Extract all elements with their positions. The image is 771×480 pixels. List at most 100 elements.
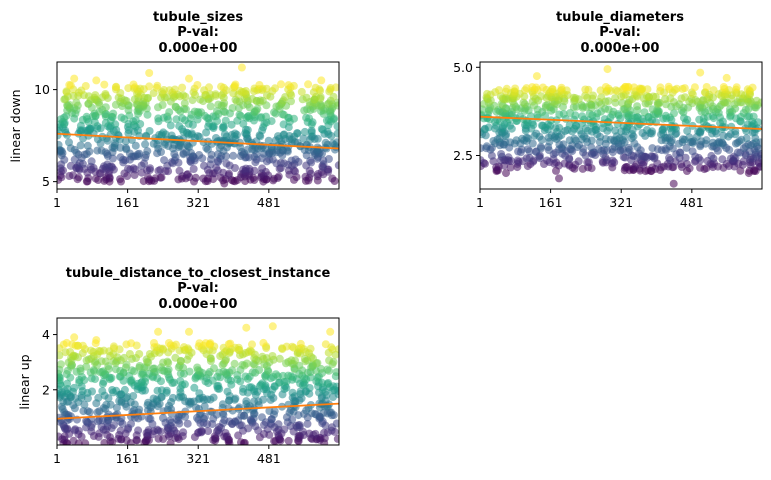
scatter-point: [180, 99, 189, 108]
scatter-point: [69, 171, 77, 180]
scatter-point: [528, 83, 537, 92]
scatter-point: [681, 153, 690, 162]
scatter-point: [213, 107, 221, 116]
scatter-point: [333, 129, 339, 138]
scatter-point: [121, 137, 130, 146]
scatter-point: [87, 157, 96, 166]
scatter-point: [284, 436, 293, 445]
scatter-point: [62, 338, 71, 347]
scatter-point: [317, 125, 326, 133]
scatter-point: [111, 365, 120, 374]
scatter-point: [280, 130, 289, 139]
scatter-point: [163, 357, 172, 366]
scatter-point: [559, 109, 568, 118]
scatter-point: [664, 82, 673, 91]
scatter-point: [581, 85, 590, 94]
scatter-point: [739, 157, 748, 166]
scatter-point: [165, 339, 173, 347]
scatter-point: [117, 113, 126, 122]
scatter-point: [502, 84, 511, 93]
scatter-point: [504, 153, 513, 162]
scatter-point: [205, 83, 213, 92]
scatter-point: [122, 360, 131, 369]
scatter-point: [241, 87, 250, 95]
x-tick-label: 481: [257, 195, 281, 210]
scatter-point: [129, 392, 138, 400]
scatter-point: [85, 124, 94, 133]
scatter-point: [209, 393, 218, 402]
scatter-point: [280, 425, 289, 434]
scatter-point: [248, 368, 257, 377]
scatter-point: [297, 87, 306, 96]
scatter-point: [82, 112, 91, 121]
scatter-point: [153, 425, 162, 434]
scatter-point: [131, 141, 140, 150]
scatter-point: [566, 109, 575, 117]
scatter-point: [97, 146, 106, 155]
scatter-point: [611, 94, 620, 103]
scatter-point: [690, 83, 699, 92]
scatter-point: [722, 73, 731, 82]
scatter-point: [569, 93, 578, 102]
scatter-point: [83, 141, 92, 150]
scatter-point: [265, 407, 274, 415]
scatter-point: [603, 65, 612, 74]
scatter-point: [328, 174, 337, 183]
scatter-point: [333, 98, 339, 107]
scatter-point: [303, 419, 312, 428]
scatter-point: [555, 123, 564, 132]
chart-title-line-2: P-val:: [177, 281, 219, 296]
scatter-point: [263, 91, 271, 100]
scatter-point: [272, 370, 280, 379]
scatter-point: [271, 84, 279, 93]
x-tick-label: 161: [539, 195, 563, 210]
chart-title-line-2: P-val:: [599, 25, 641, 40]
scatter-point: [193, 132, 202, 141]
chart-title-line-1: tubule_distance_to_closest_instance: [66, 266, 331, 281]
scatter-point: [95, 416, 104, 425]
trend-line: [480, 115, 762, 130]
scatter-point: [77, 373, 86, 381]
scatter-point: [227, 120, 236, 129]
scatter-point: [192, 403, 201, 412]
scatter-point: [69, 436, 78, 445]
scatter-point: [172, 340, 180, 349]
x-tick-label: 481: [257, 451, 281, 466]
y-tick-label: 2: [42, 382, 50, 397]
scatter-point: [116, 426, 125, 435]
scatter-point: [670, 109, 678, 118]
scatter-point: [585, 109, 594, 118]
scatter-point: [522, 133, 531, 142]
scatter-point: [557, 83, 566, 92]
scatter-point: [242, 323, 251, 332]
scatter-point: [193, 81, 202, 89]
scatter-point: [66, 161, 75, 170]
scatter-point: [661, 111, 670, 120]
scatter-point: [150, 364, 159, 373]
scatter-point: [70, 74, 79, 83]
y-tick-label: 4: [42, 327, 50, 342]
scatter-point: [80, 400, 89, 409]
scatter-point: [334, 345, 339, 354]
scatter-points: [57, 322, 339, 445]
scatter-point: [719, 83, 728, 91]
scatter-point: [109, 342, 118, 351]
scatter-point: [317, 364, 325, 373]
scatter-point: [648, 144, 657, 153]
scatter-point: [242, 397, 251, 406]
scatter-point: [305, 429, 314, 438]
scatter-point: [165, 416, 174, 425]
scatter-point: [166, 121, 175, 130]
scatter-point: [82, 362, 91, 371]
y-axis: 24: [42, 327, 57, 397]
scatter-point: [206, 90, 215, 99]
y-tick-label: 5.0: [453, 60, 473, 75]
y-axis-label: linear up: [17, 354, 32, 409]
scatter-point: [302, 93, 311, 102]
scatter-point: [65, 80, 74, 89]
scatter-point: [231, 129, 239, 138]
scatter-point: [611, 86, 620, 95]
scatter-point: [145, 69, 154, 77]
scatter-point: [683, 126, 692, 135]
